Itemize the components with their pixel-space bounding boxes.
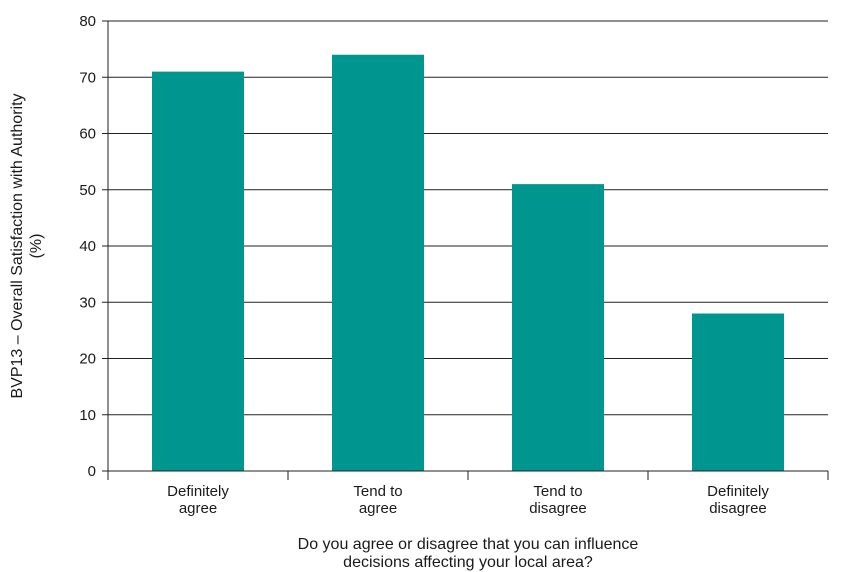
x-category-label: Definitely disagree	[707, 483, 769, 517]
x-category-label-line: Tend to	[353, 483, 402, 500]
x-category-label-line: agree	[359, 500, 397, 517]
axes	[102, 20, 829, 480]
bar	[692, 313, 784, 471]
y-tick-label: 20	[79, 351, 96, 368]
y-axis-title: BVP13 – Overall Satisfaction with Author…	[9, 93, 45, 398]
y-tick-label: 40	[79, 238, 96, 255]
y-tick-label: 50	[79, 182, 96, 199]
y-tick-label: 80	[79, 13, 96, 30]
y-tick-label: 30	[79, 294, 96, 311]
x-category-label-line: disagree	[529, 500, 587, 517]
x-category-label-line: Definitely	[167, 483, 229, 500]
x-category-label: Tend to disagree	[529, 483, 587, 517]
x-category-label-line: Tend to	[533, 483, 582, 500]
x-category-label-line: Definitely	[707, 483, 769, 500]
y-axis-title-line: (%)	[28, 234, 45, 259]
x-axis-title: Do you agree or disagree that you can in…	[298, 536, 639, 571]
y-tick-label: 70	[79, 69, 96, 86]
y-tick-label: 0	[88, 463, 96, 480]
bar	[152, 71, 244, 471]
x-category-label: Tend to agree	[353, 483, 402, 517]
bars	[152, 54, 784, 471]
x-axis-title-line: Do you agree or disagree that you can in…	[298, 536, 639, 553]
bar	[332, 54, 424, 471]
y-tick-label: 60	[79, 126, 96, 143]
y-axis-title-line: BVP13 – Overall Satisfaction with Author…	[9, 93, 26, 398]
x-category-label-line: disagree	[709, 500, 767, 517]
y-tick-label: 10	[79, 407, 96, 424]
y-tick-labels: 0 10 20 30 40 50 60 70 80	[79, 13, 96, 480]
x-category-label-line: agree	[179, 500, 217, 517]
x-category-label: Definitely agree	[167, 483, 229, 517]
bar	[512, 184, 604, 471]
x-axis-title-line: decisions affecting your local area?	[343, 554, 593, 571]
